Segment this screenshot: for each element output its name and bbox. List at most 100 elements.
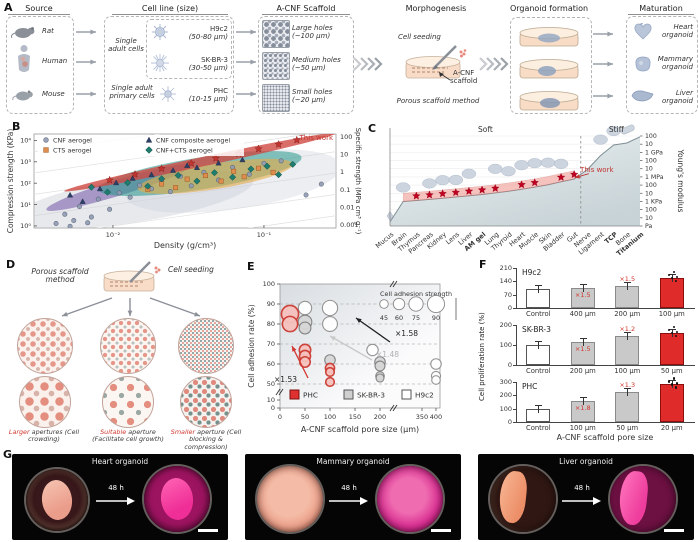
f-bar-100 µm [659, 277, 684, 308]
f-subplot-PHC: PHC 0 100 200 300 Control 100 µm 50 µm 20 µm ×1.8… [478, 377, 698, 434]
svg-text:50: 50 [267, 380, 275, 388]
maturation-mammary-label: Mammary organoid [657, 55, 693, 71]
scaffold-small-holes-name: Small holes [292, 88, 333, 96]
svg-text:400: 400 [430, 413, 442, 421]
svg-text:60: 60 [395, 314, 403, 322]
cell-line-header: Cell line (size) [112, 4, 228, 15]
single-adult-cells-box [146, 19, 232, 79]
svg-text:Cell adhesion rate (%): Cell adhesion rate (%) [247, 304, 256, 388]
aperture-large-circle [17, 318, 73, 374]
source-item-human: Human [42, 57, 68, 65]
scaffold-pointer-arrow [439, 72, 451, 81]
svg-text:200: 200 [374, 413, 386, 421]
aperture-suitable-zoom-circle [102, 376, 154, 428]
cell-h9c2-name: H9c2 [209, 25, 228, 33]
scaffold-header: A-CNF Scaffold [262, 4, 350, 15]
caption-larger-rest: apertures (Cell crowding) [28, 428, 80, 444]
aperture-small-zoom-circle [180, 376, 232, 428]
cell-skbr3: SK-BR-3 (30-50 µm) [176, 56, 228, 73]
svg-text:100: 100 [340, 133, 352, 141]
heart-dish-after [144, 466, 210, 532]
svg-text:100: 100 [645, 133, 657, 140]
cell-phc-size: (10-15 µm) [188, 94, 228, 103]
f-subplot-H9c2: H9c2 0 70 140 210 Control 400 µm 200 µm 100 µm ×1… [478, 264, 698, 320]
scaffold-large-holes-name: Large holes [292, 24, 333, 32]
scaffold-small-holes-texture [262, 84, 290, 112]
cell-phc-name: PHC [213, 87, 228, 95]
caption-suitable-aperture: Suitable aperture (Facilitate cell growt… [88, 428, 168, 444]
svg-text:0: 0 [271, 404, 275, 412]
liver-organoid-before-blob [497, 469, 529, 525]
svg-text:×1.53: ×1.53 [274, 375, 297, 384]
svg-text:80: 80 [267, 320, 275, 328]
svg-text:A-CNF scaffold pore size (µm): A-CNF scaffold pore size (µm) [301, 425, 419, 434]
svg-text:10: 10 [267, 396, 275, 404]
svg-text:Specific strength (MPa cm³ g⁻¹: Specific strength (MPa cm³ g⁻¹) [354, 128, 362, 235]
svg-text:10²: 10² [20, 179, 31, 187]
rat-icon [11, 27, 35, 39]
svg-text:90: 90 [267, 300, 275, 308]
svg-text:1 GPa: 1 GPa [645, 149, 663, 156]
liver-time-label: 48 h [574, 484, 590, 492]
svg-text:150: 150 [349, 413, 361, 421]
heart-time-label: 48 h [108, 484, 124, 492]
svg-text:10⁴: 10⁴ [20, 137, 31, 145]
svg-text:0.001: 0.001 [340, 221, 359, 229]
f-multiplier: ×1.5 [574, 345, 591, 354]
f-multiplier: ×1.5 [574, 291, 591, 300]
svg-text:Soft: Soft [478, 125, 493, 134]
svg-text:10: 10 [645, 141, 653, 148]
skbr3-cell-icon [151, 54, 169, 72]
cell-h9c2: H9c2 (50-80 µm) [176, 25, 228, 42]
svg-text:CNF+CTS aerogel: CNF+CTS aerogel [156, 147, 213, 155]
mammary-dish-after [377, 466, 443, 532]
a-cnf-scaffold-line1: A-CNF [452, 69, 475, 77]
liver-scale-bar [664, 529, 684, 532]
liver-photo-title: Liver organoid [559, 457, 613, 466]
formation-dish-3 [519, 91, 579, 111]
aperture-large-zoom-circle [19, 376, 71, 428]
svg-text:45: 45 [380, 314, 388, 322]
cell-skbr3-size: (30-50 µm) [188, 63, 228, 72]
organoid-formation-header: Organoid formation [509, 4, 589, 13]
heart-dish-before [26, 469, 88, 531]
panel-a-label: A [4, 1, 13, 14]
svg-text:0.01: 0.01 [340, 203, 354, 211]
f-multiplier: ×1.8 [574, 403, 591, 412]
svg-text:10⁻¹: 10⁻¹ [257, 231, 272, 239]
scaffold-medium-holes-name: Medium holes [292, 56, 341, 64]
svg-text:10⁻²: 10⁻² [106, 231, 121, 239]
panel-a-flow-arrows [76, 29, 613, 99]
panel-c-label: C [368, 122, 377, 135]
formation-dish-2 [519, 59, 579, 79]
single-adult-cells-label: Single adult cells [108, 37, 144, 53]
mammary-dish-before [257, 466, 323, 532]
human-icon [18, 45, 30, 72]
panel-d-label: D [6, 258, 16, 271]
svg-text:10¹: 10¹ [20, 201, 31, 209]
seeding-dish-icon-d [103, 261, 161, 292]
aperture-suitable-circle [100, 318, 156, 374]
maturation-header: Maturation [628, 4, 694, 15]
caption-smaller-rest: aperture (Cell blocking & compression) [184, 428, 242, 451]
f-x-axis-label: A-CNF scaffold pore size [556, 433, 654, 442]
svg-text:10: 10 [645, 215, 653, 222]
liver-icon [631, 90, 654, 102]
chart-e-cell-adhesion: Cell adhesion strength 45 60 75 90 ×1.58 ×1.48… [247, 280, 457, 434]
phc-cell-icon [160, 86, 176, 102]
single-adult-primary-cells-label: Single adult primary cells [109, 84, 155, 100]
svg-text:Stiff: Stiff [609, 125, 625, 134]
svg-text:×1.58: ×1.58 [395, 329, 418, 338]
scaffold-large-holes-size: (~100 µm) [292, 31, 331, 40]
svg-text:100: 100 [263, 280, 275, 288]
svg-text:This work: This work [579, 166, 614, 174]
svg-text:0: 0 [278, 413, 282, 421]
svg-text:0.1: 0.1 [340, 186, 350, 194]
mammary-scale-bar [431, 529, 451, 532]
heart-arrow-icon [96, 497, 135, 505]
aperture-small-circle [178, 318, 234, 374]
cell-h9c2-size: (50-80 µm) [188, 32, 228, 41]
svg-text:PHC: PHC [303, 391, 318, 400]
liver-dish-after [610, 466, 676, 532]
